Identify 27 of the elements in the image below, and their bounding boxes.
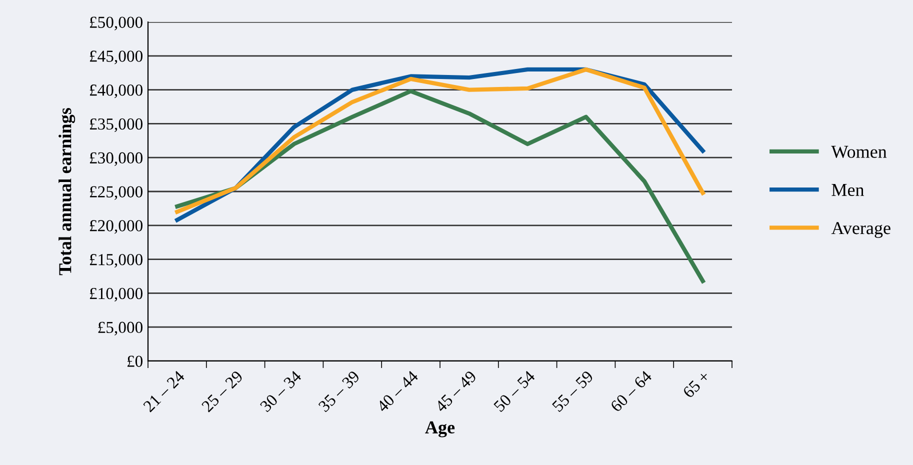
y-tick-label: £0 — [127, 356, 143, 367]
x-tick-label: 40 – 44 — [376, 370, 419, 413]
x-tick-label: 55 – 59 — [552, 370, 594, 412]
legend-label: Women — [831, 146, 887, 158]
legend-label: Average — [831, 222, 890, 238]
line-series — [175, 89, 705, 284]
y-tick-label: £10,000 — [90, 288, 143, 302]
y-tick-label: £45,000 — [90, 50, 143, 64]
x-tick-label: 35 – 39 — [318, 370, 360, 412]
x-tick-label: 45 – 49 — [434, 370, 478, 413]
y-tick-label: £40,000 — [90, 84, 143, 98]
y-tick-label: £20,000 — [90, 220, 143, 234]
y-tick-label: £25,000 — [90, 186, 143, 200]
x-tick-label: 65 + — [682, 370, 711, 398]
x-tick-label: 25 – 29 — [201, 370, 244, 412]
y-tick-label: £35,000 — [90, 118, 143, 132]
x-tick-label: 21 – 24 — [142, 370, 186, 412]
x-tick-label: 30 – 34 — [260, 370, 302, 412]
y-tick-label: £50,000 — [90, 16, 143, 30]
legend-label: Men — [832, 184, 864, 196]
y-tick-label: £30,000 — [90, 152, 143, 166]
y-axis-title: Total annual earnings — [58, 108, 76, 276]
y-tick-label: £5,000 — [98, 322, 143, 336]
x-tick-label: 50 – 54 — [493, 370, 536, 412]
x-tick-label: 60 – 64 — [610, 370, 653, 412]
x-axis-title: Age — [425, 421, 455, 438]
y-tick-label: £15,000 — [90, 254, 143, 268]
